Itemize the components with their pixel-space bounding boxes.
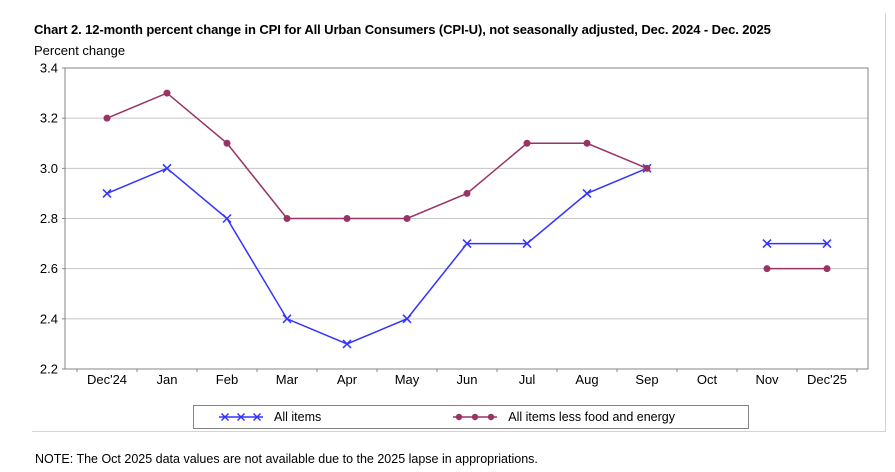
chart-legend: All items All items less food and energy [193,405,749,429]
data-point-marker [523,139,531,147]
legend-item-core: All items less food and energy [452,410,675,424]
data-point-marker [763,265,771,273]
data-point-marker [762,239,772,249]
data-point-marker [343,215,351,222]
data-point-marker [103,114,111,122]
legend-marker-core-icon [453,413,498,421]
data-point-marker [283,215,291,222]
data-point-marker [822,239,832,249]
data-point-marker [582,188,592,198]
y-axis-label: 2.8 [40,211,58,226]
x-axis-label: Jan [157,372,178,387]
data-point-marker [643,164,651,172]
y-axis-label: 3.2 [40,111,58,126]
x-axis-label: Apr [337,372,358,387]
y-axis-label: 3.0 [40,161,58,176]
data-point-marker [282,314,292,324]
data-point-marker [462,239,472,249]
x-axis-label: Feb [216,372,238,387]
data-point-marker [402,314,412,324]
data-point-marker [403,215,411,222]
data-point-marker [163,89,171,97]
y-axis-label: 2.4 [40,311,58,326]
data-point-marker [342,339,352,349]
y-axis-title: Percent change [34,43,126,58]
legend-label-core: All items less food and energy [508,410,675,424]
data-point-marker [522,239,532,249]
y-axis-label: 3.4 [40,61,58,76]
footnote: NOTE: The Oct 2025 data values are not a… [35,452,538,466]
x-axis-label: Aug [575,372,598,387]
data-point-marker [583,139,591,147]
data-point-marker [463,189,471,197]
x-axis-label: Jun [457,372,478,387]
y-axis-label: 2.6 [40,261,58,276]
series-core [103,89,831,273]
data-point-marker [222,213,232,224]
data-point-marker [102,188,112,198]
data-point-marker [162,163,172,173]
legend-label-all-items: All items [274,410,322,424]
legend-marker-all-items-icon [219,413,263,421]
data-point-marker [223,139,231,147]
legend-item-all-items: All items [218,410,321,424]
x-axis-label: Oct [697,372,718,387]
x-axis-label: Jul [519,372,536,387]
plot-area: 2.2 2.4 2.6 2.8 3.0 3.2 3.4 Dec'24 Jan Feb Mar Apr M… [40,61,869,387]
chart-title: Chart 2. 12-month percent change in CPI … [34,22,771,37]
y-axis-label: 2.2 [40,362,58,377]
x-axis-label: Dec'25 [807,372,847,387]
series-line [106,167,648,345]
data-point-marker [823,265,831,273]
chart-outer-right-border [885,13,886,431]
x-axis-label: May [395,372,420,387]
series-line [106,92,648,220]
x-axis-label: Dec'24 [87,372,127,387]
x-axis-label: Mar [276,372,299,387]
series-all-items [102,163,832,349]
x-axis-label: Nov [755,372,779,387]
x-axis-label: Sep [635,372,658,387]
chart-outer-bottom-border [32,431,886,432]
